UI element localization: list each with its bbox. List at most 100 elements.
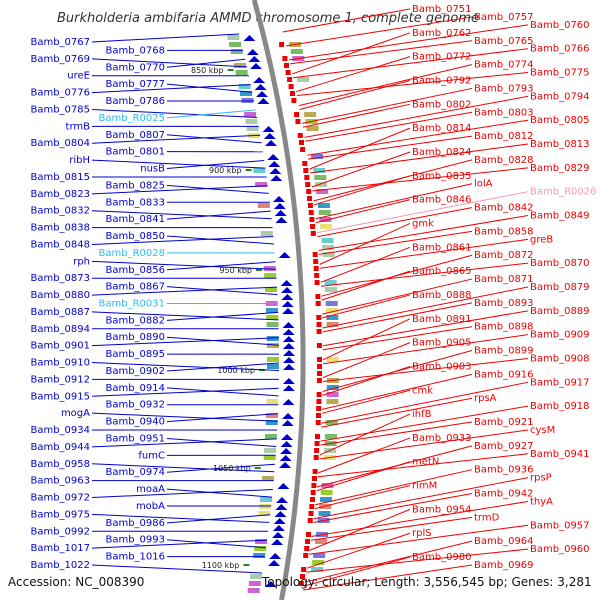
gene-label-rpsa: rpsA: [474, 393, 497, 404]
minus-strand-gene-arrow: [283, 350, 295, 356]
right-gene-leader: [285, 16, 473, 47]
right-gene-leader: [321, 373, 473, 410]
plus-strand-gene-marker: [314, 280, 320, 285]
right-gene-leader: [315, 469, 473, 506]
left-gene-labels: Bamb_0767 Bamb_0768 Bamb_0769 Bamb_0770 ureE…: [30, 33, 280, 574]
plus-strand-gene-marker: [279, 42, 285, 47]
minus-strand-feature-block: [266, 315, 279, 320]
minus-strand-feature-block: [265, 434, 277, 439]
plus-strand-feature-block: [326, 399, 339, 404]
right-gene-leader: [321, 389, 411, 414]
plus-strand-gene-marker: [313, 259, 319, 264]
gene-label-bamb-0846: Bamb_0846: [412, 195, 472, 206]
minus-strand-feature-block: [253, 553, 266, 558]
gene-label-bamb-0871: Bamb_0871: [474, 274, 534, 285]
left-gene-leader: [91, 159, 266, 169]
minus-strand-gene-arrow: [246, 49, 259, 55]
minus-strand-gene-arrow: [271, 539, 284, 545]
plus-strand-gene-marker: [300, 574, 305, 579]
plus-strand-gene-marker: [307, 518, 313, 523]
gene-label-bamb-0975: Bamb_0975: [30, 509, 90, 520]
plus-strand-feature-block: [325, 301, 338, 306]
plus-strand-gene-marker: [291, 98, 297, 103]
scale-label: 1000 kbp: [217, 366, 255, 375]
gene-label-bamb-0934: Bamb_0934: [30, 425, 90, 436]
minus-strand-gene-arrow: [279, 462, 292, 468]
gene-label-bamb-0890: Bamb_0890: [105, 332, 165, 343]
minus-strand-gene-arrow: [269, 168, 282, 174]
plus-strand-gene-marker: [307, 196, 312, 201]
gene-label-thya: thyA: [530, 496, 553, 507]
minus-strand-feature-block: [254, 546, 267, 551]
minus-strand-gene-arrow: [256, 91, 268, 97]
left-gene-leader: [166, 134, 262, 144]
gene-label-bamb-0812: Bamb_0812: [474, 131, 534, 142]
plus-strand-gene-marker: [303, 168, 309, 173]
minus-strand-gene-arrow: [248, 56, 261, 62]
left-gene-leader: [166, 336, 279, 346]
right-gene-leader: [318, 230, 473, 255]
gene-label-metn: metN: [412, 457, 439, 468]
gene-label-bamb-0880: Bamb_0880: [30, 290, 90, 301]
gene-label-bamb-0993: Bamb_0993: [105, 535, 165, 546]
minus-strand-gene-arrow: [277, 483, 290, 489]
left-gene-leader: [91, 489, 273, 499]
gene-label-ihfb: ihfB: [412, 409, 432, 420]
plus-strand-gene-marker: [316, 329, 322, 334]
minus-strand-feature-block: [247, 588, 260, 593]
gene-label-bamb-0867: Bamb_0867: [105, 282, 165, 293]
gene-label-bamb-1017: Bamb_1017: [30, 543, 90, 554]
gene-label-bamb-0813: Bamb_0813: [530, 139, 590, 150]
minus-strand-feature-block: [246, 126, 259, 131]
right-gene-leader: [322, 278, 473, 315]
right-gene-leader: [313, 175, 411, 206]
genome-title: Burkholderia ambifaria AMMD chromosome 1…: [57, 11, 479, 26]
gene-label-bamb-0829: Bamb_0829: [530, 163, 590, 174]
gene-label-bamb-0762: Bamb_0762: [412, 28, 472, 39]
plus-strand-feature-block: [326, 315, 339, 320]
left-gene-leader: [166, 160, 265, 170]
minus-strand-gene-arrow: [257, 98, 270, 104]
left-gene-leader: [91, 564, 263, 574]
gene-label-bamb-0964: Bamb_0964: [474, 536, 534, 547]
minus-strand-gene-arrow: [282, 329, 295, 335]
gene-label-bamb-r0031: Bamb_R0031: [99, 299, 165, 310]
gene-label-bamb-0908: Bamb_0908: [530, 353, 590, 364]
plus-strand-gene-marker: [310, 231, 316, 236]
left-gene-leader: [91, 236, 274, 245]
minus-strand-feature-block: [240, 91, 252, 96]
gene-label-uree: ureE: [67, 71, 90, 82]
minus-strand-feature-block: [245, 119, 258, 124]
gene-label-bamb-0958: Bamb_0958: [30, 459, 90, 470]
minus-strand-feature-block: [264, 273, 277, 278]
plus-strand-feature-block: [321, 483, 334, 488]
right-gene-leader: [318, 437, 411, 474]
gene-label-bamb-0899: Bamb_0899: [474, 346, 534, 357]
gene-label-bamb-r0026: Bamb_R0026: [530, 187, 596, 198]
minus-strand-feature-block: [259, 504, 272, 509]
left-gene-leader: [91, 260, 277, 270]
gene-label-bamb-0932: Bamb_0932: [105, 400, 165, 411]
plus-strand-gene-marker: [308, 511, 314, 516]
plus-strand-gene-marker: [312, 252, 318, 257]
plus-strand-gene-marker: [297, 133, 303, 138]
gene-label-bamb-0960: Bamb_0960: [530, 544, 590, 555]
left-gene-leader: [166, 235, 275, 245]
minus-strand-gene-arrow: [281, 294, 294, 300]
gene-label-lola: lolA: [474, 179, 493, 190]
plus-strand-feature-block: [322, 245, 335, 250]
plus-strand-feature-block: [319, 217, 332, 222]
minus-strand-gene-arrow: [254, 84, 267, 90]
minus-strand-gene-arrow: [281, 301, 294, 307]
gene-label-bamb-0792: Bamb_0792: [412, 75, 472, 86]
plus-strand-feature-block: [314, 175, 327, 180]
right-gene-leader: [322, 294, 411, 319]
left-gene-leader: [166, 463, 276, 473]
gene-label-bamb-0757: Bamb_0757: [474, 12, 534, 23]
gene-label-bamb-0888: Bamb_0888: [412, 290, 472, 301]
gene-label-bamb-0894: Bamb_0894: [30, 324, 90, 335]
plus-strand-feature-block: [304, 112, 317, 117]
minus-strand-feature-block: [260, 497, 272, 502]
minus-strand-feature-block: [227, 35, 240, 40]
gene-label-bamb-0814: Bamb_0814: [412, 123, 472, 134]
